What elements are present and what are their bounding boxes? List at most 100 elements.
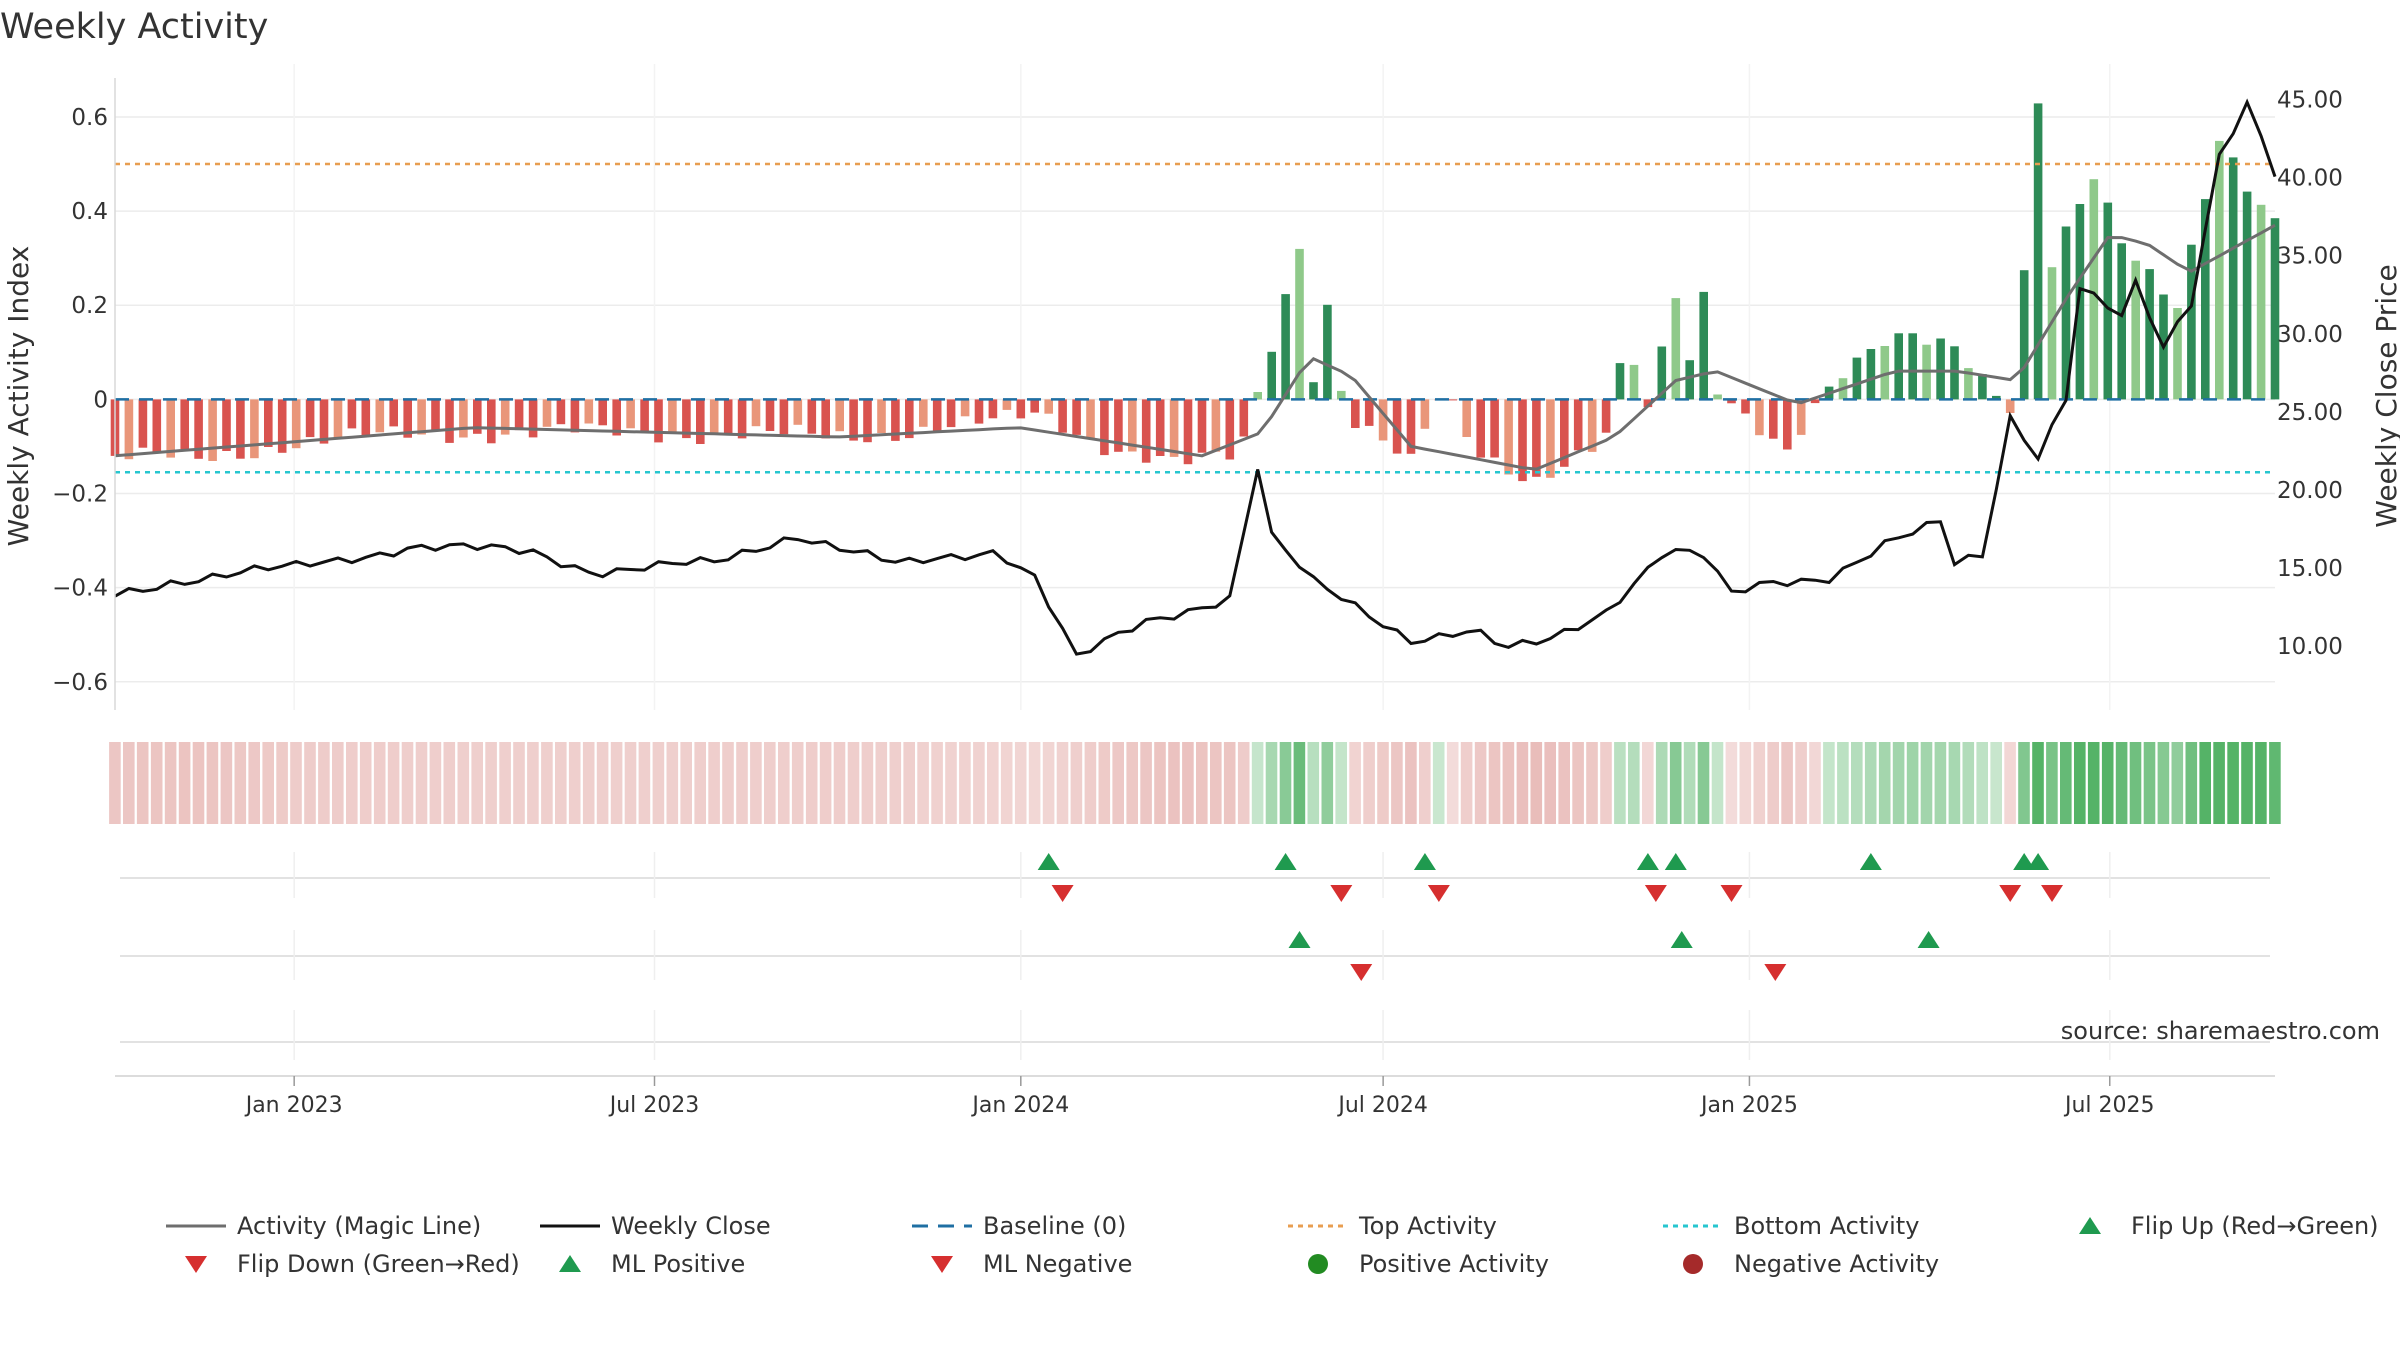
- activity-bar: [1810, 399, 1820, 404]
- left-tick-label: −0.2: [52, 481, 108, 507]
- strip-cell: [1878, 742, 1891, 824]
- right-tick-label: 45.00: [2277, 88, 2343, 114]
- activity-bar: [765, 399, 775, 431]
- activity-bar: [598, 399, 607, 426]
- strip-cell: [1753, 742, 1766, 824]
- activity-bar: [1016, 399, 1026, 419]
- right-tick-label: 10.00: [2277, 634, 2343, 660]
- activity-bar: [1420, 399, 1430, 429]
- right-tick-label: 20.00: [2277, 478, 2343, 504]
- activity-bar: [919, 399, 928, 427]
- magic-line-series: [114, 223, 2276, 471]
- strip-cell: [1990, 742, 2002, 824]
- strip-cell: [1795, 742, 1807, 824]
- strip-cell: [736, 742, 748, 824]
- ml-negative-marker: [1350, 964, 1373, 981]
- activity-bar: [2228, 157, 2238, 400]
- activity-bar: [528, 399, 538, 438]
- strip-cell: [1502, 742, 1515, 824]
- strip-cell: [722, 742, 734, 824]
- flip-down-marker: [2041, 885, 2064, 902]
- strip-cell: [791, 742, 804, 824]
- strip-cell: [987, 742, 999, 824]
- activity-bar: [835, 399, 844, 432]
- activity-bar: [1866, 349, 1876, 400]
- strip-cell: [1934, 742, 1947, 824]
- left-axis-label: Weekly Activity Index: [2, 246, 35, 547]
- strip-cell: [2241, 742, 2253, 824]
- activity-bar: [1183, 399, 1193, 465]
- strip-cell: [443, 742, 456, 824]
- strip-cell: [1042, 742, 1055, 824]
- strip-cell: [2087, 742, 2100, 824]
- strip-cell: [1586, 742, 1598, 824]
- strip-cell: [1000, 742, 1013, 824]
- activity-bar: [1002, 399, 1012, 410]
- ml-positive-marker: [1288, 931, 1311, 948]
- strip-cell: [1168, 742, 1180, 824]
- activity-bar: [1225, 399, 1235, 460]
- strip-cell: [1628, 742, 1640, 824]
- strip-cell: [568, 742, 581, 824]
- strip-cell: [290, 742, 302, 824]
- legend-triangle-up-icon: [559, 1255, 581, 1272]
- activity-bar: [821, 399, 830, 439]
- flip-up-marker: [2013, 853, 2036, 870]
- legend-triangle-up-icon: [2079, 1217, 2101, 1234]
- activity-bar: [1364, 399, 1374, 426]
- activity-bar: [1197, 399, 1207, 453]
- activity-bar: [1448, 399, 1458, 401]
- activity-bar: [1392, 399, 1402, 454]
- activity-bar: [751, 399, 761, 427]
- strip-cell: [1725, 742, 1738, 824]
- right-tick-label: 30.00: [2277, 322, 2343, 348]
- strip-cell: [1781, 742, 1793, 824]
- activity-strip: [109, 742, 2281, 824]
- strip-cell: [373, 742, 386, 824]
- x-tick-label: Jan 2023: [244, 1093, 343, 1118]
- strip-cell: [1474, 742, 1487, 824]
- activity-bar: [1783, 399, 1792, 450]
- activity-bar: [556, 399, 566, 425]
- activity-bar: [1908, 333, 1917, 400]
- strip-cell: [206, 742, 219, 824]
- activity-bar: [1406, 399, 1416, 454]
- strip-cell: [1140, 742, 1152, 824]
- activity-bar: [1267, 351, 1276, 400]
- left-tick-label: −0.4: [52, 576, 108, 602]
- strip-cell: [1642, 742, 1654, 824]
- activity-bar: [1643, 399, 1653, 408]
- activity-bar: [250, 399, 259, 459]
- legend-label: Top Activity: [1358, 1212, 1497, 1240]
- activity-bar: [1378, 399, 1388, 441]
- strip-cell: [1962, 742, 1975, 824]
- strip-cell: [387, 742, 400, 824]
- strip-cell: [2269, 742, 2281, 824]
- activity-bar: [2047, 267, 2057, 400]
- strip-cell: [638, 742, 651, 824]
- strip-cell: [931, 742, 943, 824]
- activity-bar: [1657, 346, 1667, 400]
- flip-up-marker: [1274, 853, 1297, 870]
- strip-cell: [192, 742, 205, 824]
- activity-bar: [1323, 304, 1332, 400]
- activity-bar: [2089, 179, 2099, 400]
- flip-up-marker: [1859, 853, 1882, 870]
- activity-bar: [514, 399, 524, 431]
- legend-label: Bottom Activity: [1734, 1212, 1919, 1240]
- strip-cell: [666, 742, 679, 824]
- strip-cell: [778, 742, 790, 824]
- activity-bar: [1504, 399, 1513, 475]
- activity-bar: [459, 399, 468, 438]
- strip-cell: [1446, 742, 1459, 824]
- strip-cell: [2115, 742, 2128, 824]
- strip-cell: [1335, 742, 1347, 824]
- activity-bar: [166, 399, 175, 458]
- activity-bar: [863, 399, 872, 443]
- activity-bar: [1337, 390, 1346, 400]
- strip-cell: [318, 742, 330, 824]
- activity-bar: [333, 399, 343, 439]
- signal-markers: [120, 852, 2270, 1060]
- strip-cell: [234, 742, 247, 824]
